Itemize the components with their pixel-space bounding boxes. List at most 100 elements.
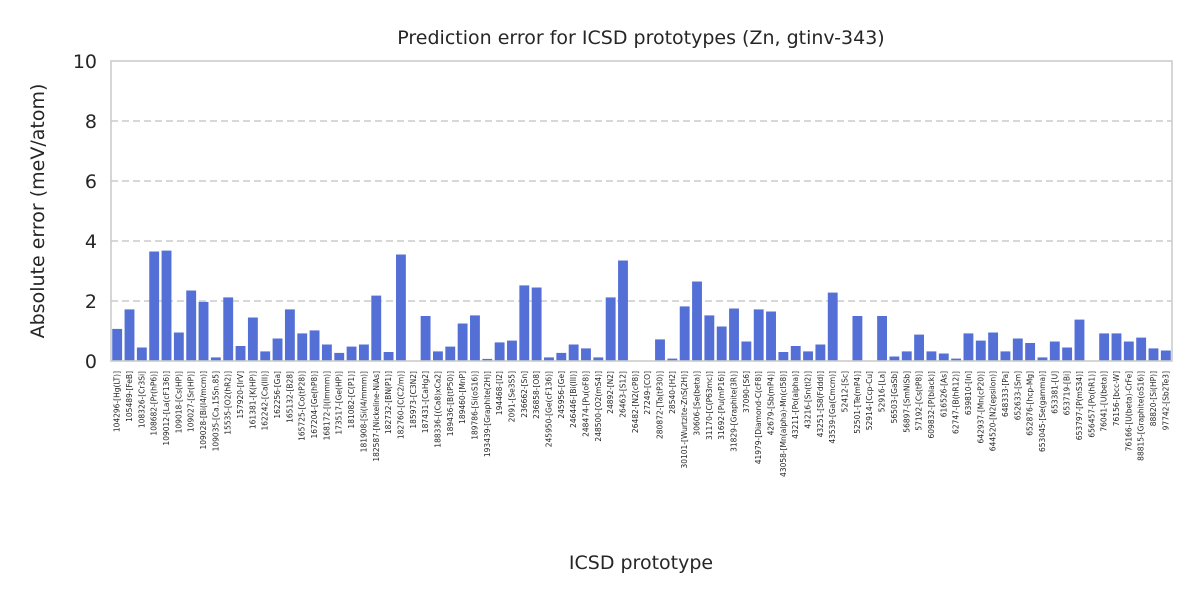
x-tick-label: 642937-[Mn(cP20)] [976,371,985,444]
bar [358,344,369,361]
bar [272,338,283,361]
bar [1049,341,1060,361]
x-tick-label: 42679-[Sb(mP4)] [767,371,776,435]
x-tick-label: 236662-[Sn] [520,371,529,418]
bar [679,306,690,361]
x-tick-label: 653797-[P(mS34)] [1075,371,1084,440]
x-tick-label: 62747-[B(hR12)] [952,371,961,434]
x-tick-label: 109012-[La(cF136)] [162,371,171,446]
bar [778,352,789,361]
bar [297,333,308,361]
bar [692,281,702,361]
x-tick-label: 248500-[O2(mS4)] [594,371,603,442]
x-tick-label: 639810-[In] [964,371,973,415]
x-tick-label: 15535-[O2(hR2)] [224,371,233,435]
x-tick-label: 165132-[B28] [285,371,294,423]
bar [136,347,147,361]
bar [1136,337,1147,361]
x-tick-label: 43539-[Ga(Cmcm)] [828,371,837,444]
bar [766,311,776,361]
y-tick-label: 0 [85,351,97,373]
y-tick-label: 10 [73,51,97,73]
bar [1062,347,1073,361]
x-tick-label: 88815-[Graphite(oS16)] [1137,371,1146,461]
x-tick-label: 246446-[Bi(III)] [569,371,578,428]
x-tick-label: 43211-[Po(alpha)] [791,371,800,439]
bar [1123,341,1134,361]
x-tick-labels: 104296-[Hg(LT)] 105489-[FeB] 108326-[Cr3Si… [113,371,1171,477]
bar [605,297,616,361]
x-tick-label: 43216-[Sn(tI2)] [804,371,813,429]
x-tick-label: 157920-[IrV] [236,371,245,419]
bar [803,351,813,361]
x-tick-label: 648333-[Pa] [1001,371,1010,417]
bar [1037,357,1048,361]
x-tick-label: 187431-[CaHg2] [421,371,430,433]
x-tick-label: 236858-[O8] [532,371,541,419]
x-tick-label: 245950-[Ge(cF136)] [544,371,553,447]
x-tick-label: 193439-[Graphite(2H)] [483,371,492,457]
bar [433,351,443,361]
x-tick-label: 167204-[Ge(hP8)] [310,371,319,439]
bar [975,340,986,361]
bar [1160,350,1171,361]
x-tick-label: 24892-[N2] [606,371,615,414]
x-tick-label: 76156-[bcc-W] [1112,371,1121,426]
bar [914,334,925,361]
bar [901,351,912,361]
x-tick-label: 108326-[Cr3Si] [137,371,146,428]
x-tick-label: 188336-[(Ca8)xCa2] [433,371,442,448]
x-tick-label: 248474-[Pu(oF8)] [581,371,590,437]
bar [951,358,962,361]
x-tick-label: 162242-[Ca(III)] [261,371,270,431]
x-tick-label: 27249-[CO] [643,371,652,415]
bar [556,352,567,361]
bar [741,341,752,361]
bar [395,254,406,361]
x-tick-label: 2091-[Se3S5] [507,371,516,422]
bar [334,352,345,361]
x-tick-label: 653381-[U] [1050,371,1059,414]
x-tick-label: 57192-[Cs(tP8)] [915,371,924,431]
x-tick-label: 161381-[K(HP)] [248,371,257,429]
x-tick-label: 43251-[S8(Fddd)] [816,371,825,437]
bar [716,326,727,361]
bar [198,301,209,361]
bar [655,339,665,361]
bar [482,358,493,361]
x-tick-label: 28540-[H2] [668,371,677,414]
x-tick-label: 56897-[SmNiSb] [902,371,911,433]
x-tick-label: 644520-[N2(epsilon)] [989,371,998,451]
bar [309,330,320,361]
bar [729,308,739,361]
x-tick-label: 30606-[Se(beta)] [693,371,702,436]
x-tick-label: 88820-[Si(HP)] [1149,371,1158,426]
bar [1000,351,1011,361]
bar [519,285,530,361]
x-tick-label: 52916-[La] [878,371,887,412]
bar [470,315,480,361]
x-tick-label: 652876-[hcp-Mg] [1026,371,1035,436]
chart-title: Prediction error for ICSD prototypes (Zn… [397,27,884,49]
y-tick-labels: 0 2 4 6 8 10 [73,51,97,373]
bar [1074,319,1085,361]
bar [667,358,678,361]
bar [1012,338,1023,361]
x-tick-label: 31829-[Graphite(3R)] [730,371,739,452]
x-tick-label: 52914-[Ccp-Cu] [865,371,874,430]
x-tick-label: 162256-[Ga] [273,371,282,419]
x-tick-label: 26463-[S12] [618,371,627,418]
bar [149,251,160,361]
bar [544,357,554,361]
x-tick-label: 104296-[Hg(LT)] [113,371,122,432]
x-tick-label: 182587-[Nickeline-NiAs] [372,371,381,462]
bar [383,352,394,361]
x-tick-label: 182760-[C(C2/m)] [396,371,405,439]
x-tick-label: 30101-[Wurtzite-ZnS(2H)] [680,371,689,469]
x-tick-label: 185973-[C3N2] [409,371,418,429]
y-tick-label: 6 [85,171,97,193]
x-tick-label: 609832-[P(black)] [927,371,936,439]
x-tick-label: 189786-[Si(oS16)] [470,371,479,440]
y-axis-label: Absolute error (meV/atom) [27,84,49,339]
y-tick-label: 4 [85,231,97,253]
